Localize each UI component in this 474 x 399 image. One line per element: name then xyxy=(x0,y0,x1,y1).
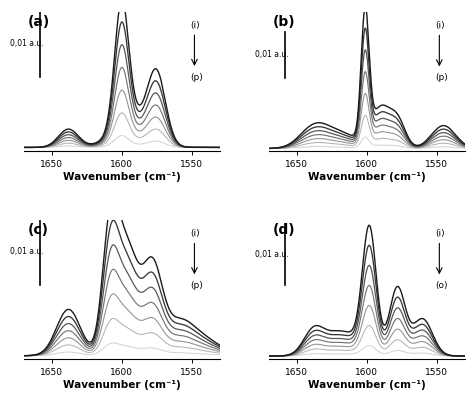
Text: (d): (d) xyxy=(273,223,295,237)
Text: (b): (b) xyxy=(273,15,295,29)
Text: (a): (a) xyxy=(27,15,50,29)
Text: 0,01 a.u.: 0,01 a.u. xyxy=(255,50,288,59)
Text: 0,01 a.u.: 0,01 a.u. xyxy=(9,247,43,256)
Text: (i): (i) xyxy=(435,229,445,238)
Text: (i): (i) xyxy=(190,229,200,238)
Text: (p): (p) xyxy=(190,73,203,82)
X-axis label: Wavenumber (cm⁻¹): Wavenumber (cm⁻¹) xyxy=(63,172,181,182)
X-axis label: Wavenumber (cm⁻¹): Wavenumber (cm⁻¹) xyxy=(308,172,426,182)
Text: (i): (i) xyxy=(435,21,445,30)
Text: (p): (p) xyxy=(190,281,203,290)
X-axis label: Wavenumber (cm⁻¹): Wavenumber (cm⁻¹) xyxy=(308,380,426,390)
Text: (o): (o) xyxy=(435,281,447,290)
Text: (p): (p) xyxy=(435,73,448,83)
Text: (c): (c) xyxy=(27,223,49,237)
Text: 0,01 a.u.: 0,01 a.u. xyxy=(255,250,288,259)
Text: (i): (i) xyxy=(190,21,200,30)
Text: 0,01 a.u.: 0,01 a.u. xyxy=(9,39,43,47)
X-axis label: Wavenumber (cm⁻¹): Wavenumber (cm⁻¹) xyxy=(63,380,181,390)
